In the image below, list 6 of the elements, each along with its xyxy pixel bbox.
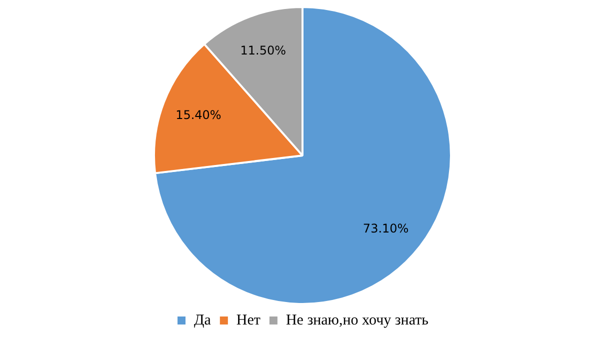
data-label: 15.40% bbox=[176, 108, 222, 122]
legend-label: Не знаю,но хочу знать bbox=[286, 312, 429, 328]
data-label: 11.50% bbox=[240, 43, 286, 58]
legend-label: Да bbox=[194, 312, 212, 328]
legend-label: Нет bbox=[236, 312, 261, 328]
data-label: 73.10% bbox=[362, 222, 409, 236]
